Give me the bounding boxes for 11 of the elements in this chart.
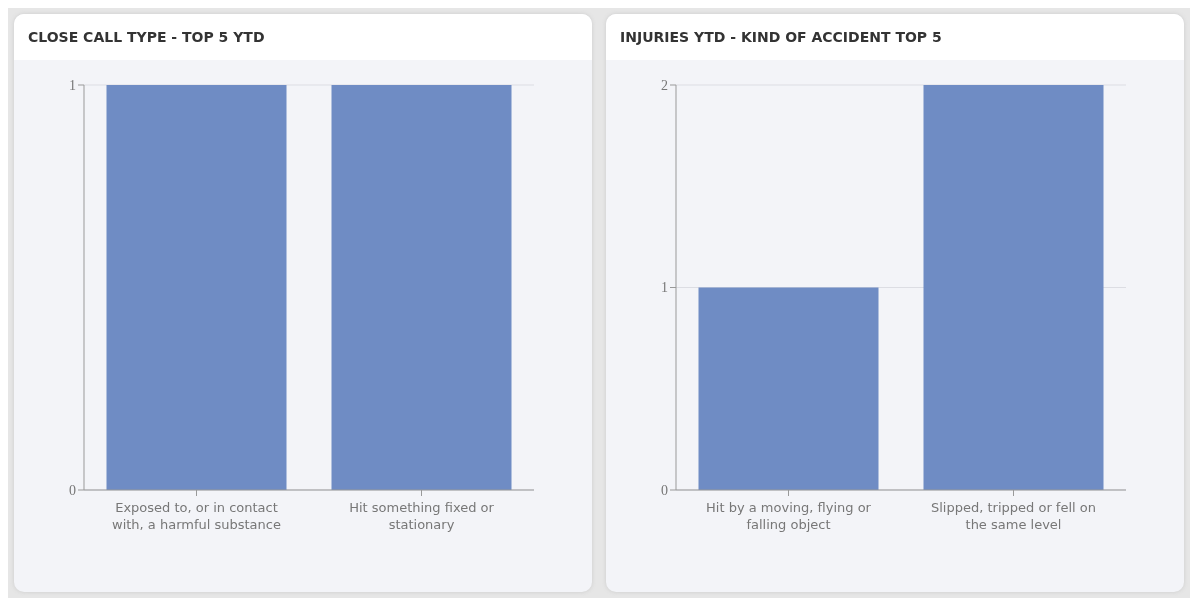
chart-title: INJURIES YTD - KIND OF ACCIDENT TOP 5: [606, 14, 1184, 60]
y-tick-label: 0: [661, 482, 668, 498]
y-tick-label: 2: [661, 77, 668, 93]
x-tick-label: Slipped, tripped or fell on the same level: [931, 500, 1096, 532]
x-tick-label: Exposed to, or in contact with, a harmful substance: [112, 500, 281, 532]
y-tick-label: 1: [69, 77, 76, 93]
chart-title: CLOSE CALL TYPE - TOP 5 YTD: [14, 14, 592, 60]
y-tick-label: 0: [69, 482, 76, 498]
x-tick-label: Hit something fixed or stationary: [349, 500, 495, 532]
x-tick-label: Hit by a moving, flying or falling object: [706, 500, 872, 532]
y-tick-label: 1: [661, 280, 668, 296]
